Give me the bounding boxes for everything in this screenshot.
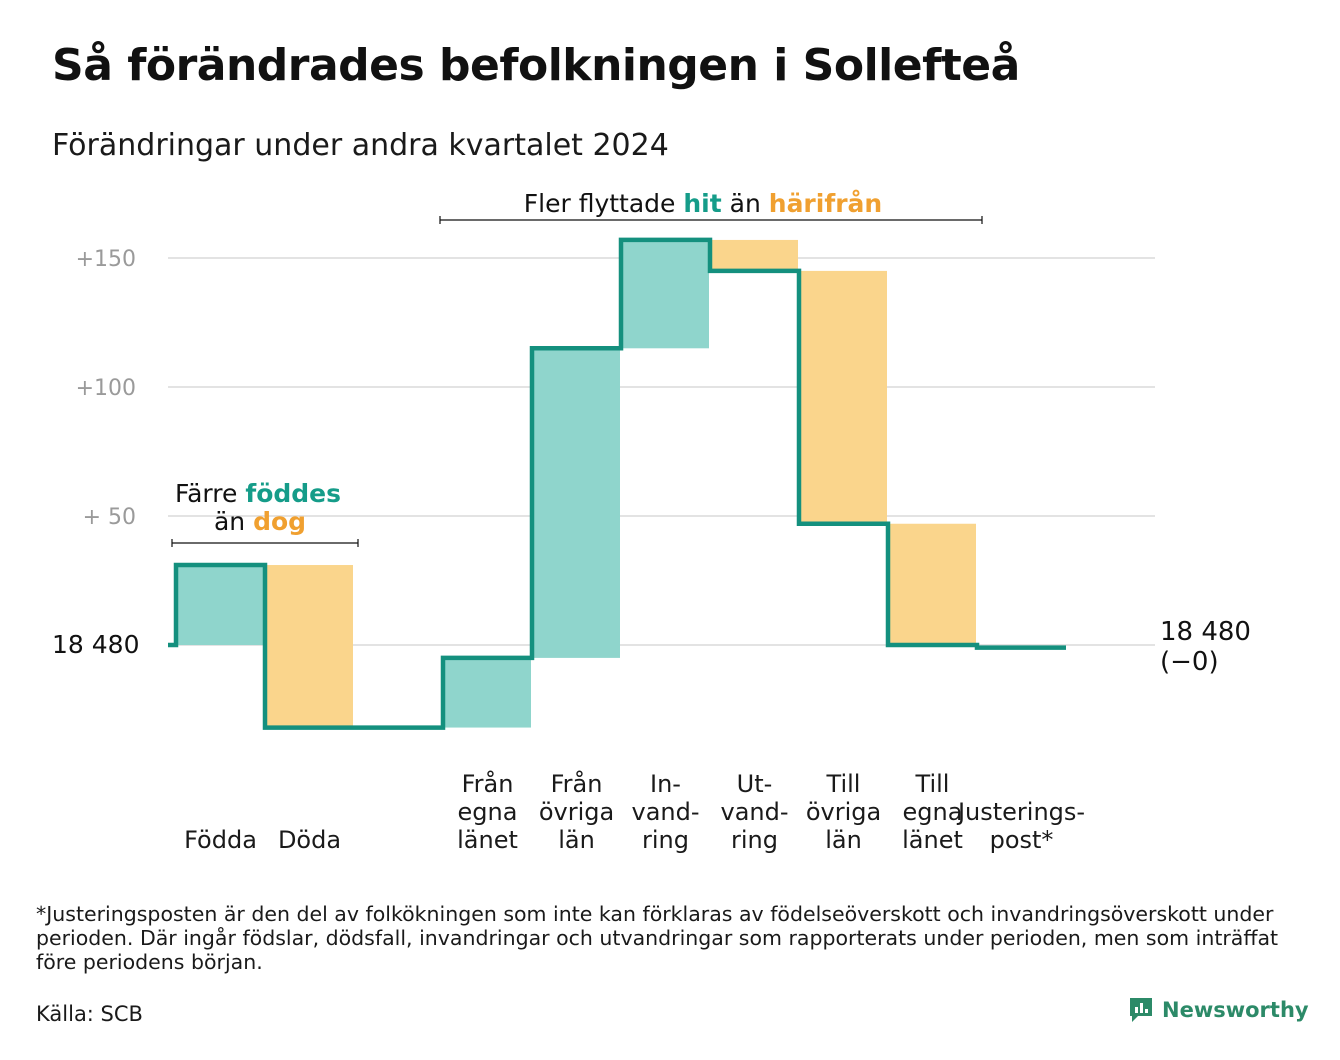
category-label: län — [558, 826, 595, 854]
chart-subtitle: Förändringar under andra kvartalet 2024 — [52, 128, 669, 163]
births-annotation-text: Färre — [175, 479, 245, 508]
end-change-label: (−0) — [1160, 647, 1219, 677]
category-label: vand- — [631, 798, 699, 826]
svg-text:Fler flyttade hit än härifrån: Fler flyttade hit än härifrån — [524, 189, 882, 218]
y-tick-label: + 50 — [83, 505, 136, 530]
y-tick-label: +150 — [76, 247, 136, 272]
bar-decrease — [889, 523, 976, 645]
migration-annotation-highlight-out: härifrån — [769, 189, 882, 218]
bar-increase — [444, 657, 531, 728]
category-label: egna — [903, 798, 963, 826]
bar-decrease — [800, 270, 887, 524]
category-label: övriga — [539, 798, 614, 826]
bar-increase — [533, 348, 620, 658]
end-value-label: 18 480 — [1160, 617, 1251, 647]
migration-annotation: Fler flyttade hit än härifrån — [439, 189, 983, 224]
start-value-label: 18 480 — [52, 630, 139, 659]
bar-increase — [622, 239, 709, 349]
bar-decrease — [711, 239, 798, 271]
migration-annotation-text: Fler flyttade — [524, 189, 684, 218]
chart-title: Så förändrades befolkningen i Sollefteå — [52, 40, 1020, 91]
newsworthy-logo-icon — [1130, 998, 1152, 1022]
bar-increase — [177, 565, 264, 645]
category-label: länet — [902, 826, 963, 854]
category-label: länet — [457, 826, 518, 854]
category-label: post* — [990, 826, 1054, 854]
deaths-annotation-highlight: dog — [253, 507, 306, 536]
waterfall-chart: + 50+100+150 Födda DödaFrånegnalänetFrånö… — [52, 189, 1251, 854]
category-label: Födda — [184, 826, 257, 854]
births-annotation-highlight: föddes — [245, 479, 341, 508]
migration-annotation-highlight-in: hit — [683, 189, 721, 218]
svg-text:Färre föddes: Färre föddes — [175, 479, 341, 508]
brand-name: Newsworthy — [1162, 998, 1309, 1022]
category-label: Från — [551, 769, 603, 798]
step-line — [168, 237, 1066, 730]
category-label: In- — [650, 770, 681, 798]
category-label: Justerings- — [956, 798, 1085, 826]
category-label: egna — [458, 798, 518, 826]
category-label: Ut- — [737, 770, 773, 798]
source-label: Källa: SCB — [36, 1002, 143, 1026]
cumulative-step-line — [168, 237, 1066, 730]
category-labels: Födda DödaFrånegnalänetFrånövrigalänIn-va… — [184, 769, 1085, 854]
svg-text:än dog: än dog — [214, 507, 306, 536]
category-label: övriga — [806, 798, 881, 826]
category-label: Från — [462, 769, 514, 798]
brand-logo: Newsworthy — [1128, 996, 1309, 1024]
category-label: Döda — [278, 826, 341, 854]
category-label: Till — [826, 770, 861, 798]
category-label: ring — [731, 826, 778, 854]
category-label: län — [825, 826, 862, 854]
births-annotation-text-2: än — [214, 507, 253, 536]
bar-decrease — [266, 565, 353, 728]
category-label: ring — [642, 826, 689, 854]
bars — [177, 239, 976, 728]
y-tick-label: +100 — [76, 376, 136, 401]
migration-annotation-text-2: än — [722, 189, 769, 218]
category-label: vand- — [720, 798, 788, 826]
births-annotation: Färre föddes än dog — [171, 479, 359, 547]
category-label: Till — [915, 770, 950, 798]
footnote: *Justeringsposten är den del av folkökni… — [36, 902, 1279, 974]
